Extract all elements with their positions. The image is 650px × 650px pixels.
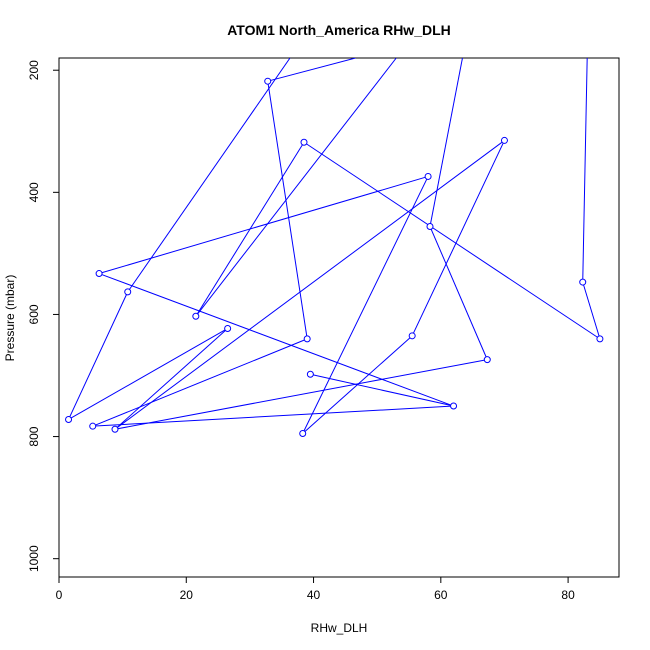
data-point bbox=[424, 172, 432, 180]
series-segment bbox=[98, 175, 429, 275]
plot-area: 0 20 40 60 80 200 400 600 800 1000 bbox=[27, 57, 620, 602]
data-point bbox=[426, 223, 434, 231]
y-tick-label: 400 bbox=[27, 182, 41, 202]
x-axis-label: RHw_DLH bbox=[311, 621, 368, 635]
series-segment bbox=[92, 405, 454, 427]
y-tick-label: 1000 bbox=[27, 545, 41, 572]
plot-frame bbox=[58, 57, 620, 578]
data-point bbox=[124, 288, 132, 296]
series-segment bbox=[267, 81, 308, 339]
data-point bbox=[95, 270, 103, 278]
data-point bbox=[224, 324, 232, 332]
series-segment bbox=[92, 338, 308, 427]
data-point bbox=[65, 415, 73, 423]
data-point bbox=[192, 312, 200, 320]
series-segment bbox=[429, 58, 463, 227]
series-segment bbox=[310, 373, 454, 407]
series-segment bbox=[114, 359, 488, 430]
series-segment bbox=[267, 58, 356, 82]
x-tick-label: 20 bbox=[180, 588, 194, 602]
series-segment bbox=[303, 141, 601, 340]
series-segment bbox=[302, 176, 429, 434]
data-point bbox=[264, 77, 272, 85]
y-tick-label: 800 bbox=[27, 426, 41, 446]
series-segment bbox=[114, 328, 228, 430]
series-segment bbox=[127, 58, 291, 293]
series-segment bbox=[411, 140, 505, 337]
data-point bbox=[300, 138, 308, 146]
x-tick-label: 80 bbox=[561, 588, 575, 602]
series-segment bbox=[98, 273, 454, 407]
data-point bbox=[89, 422, 97, 430]
data-point bbox=[483, 356, 491, 364]
y-tick-label: 200 bbox=[27, 60, 41, 80]
data-point bbox=[408, 332, 416, 340]
y-axis-label: Pressure (mbar) bbox=[3, 275, 17, 362]
series-segment bbox=[302, 335, 413, 434]
data-point bbox=[579, 278, 587, 286]
data-point bbox=[299, 430, 307, 438]
series-segment bbox=[114, 140, 505, 430]
series-segment bbox=[582, 58, 588, 283]
series-segment bbox=[582, 281, 601, 340]
x-tick-label: 40 bbox=[307, 588, 321, 602]
data-point bbox=[596, 335, 604, 343]
chart-title: ATOM1 North_America RHw_DLH bbox=[227, 22, 451, 38]
series-segment bbox=[68, 291, 129, 420]
y-tick-label: 600 bbox=[27, 304, 41, 324]
data-point bbox=[450, 402, 458, 410]
series-segment bbox=[429, 226, 488, 360]
x-tick-label: 0 bbox=[56, 588, 63, 602]
data-point bbox=[306, 370, 314, 378]
series-segment bbox=[195, 58, 397, 317]
data-point bbox=[303, 335, 311, 343]
data-point bbox=[500, 136, 508, 144]
x-tick-label: 60 bbox=[434, 588, 448, 602]
data-point bbox=[111, 425, 119, 433]
series-segment bbox=[68, 328, 228, 420]
series-group bbox=[65, 58, 604, 438]
